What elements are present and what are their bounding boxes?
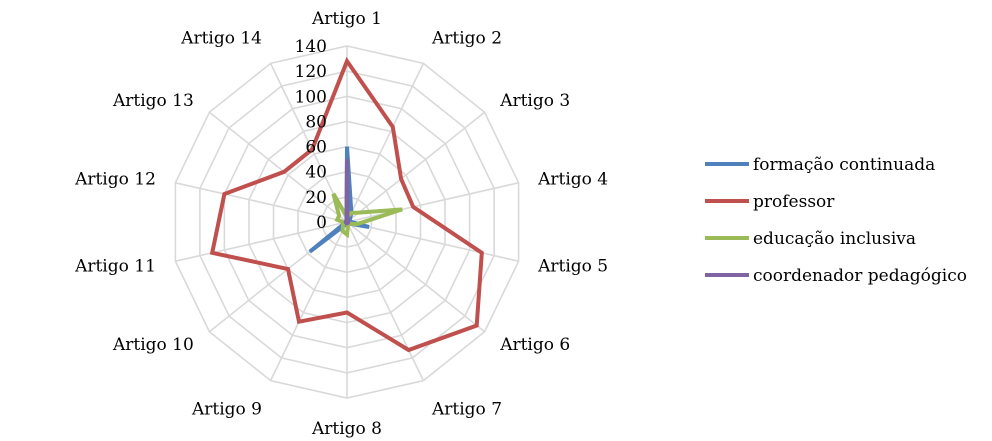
category-label-4: Artigo 4 [537, 169, 608, 189]
legend-label-2: professor [753, 192, 835, 212]
tick-label-1: 20 [305, 188, 327, 208]
category-labels: Artigo 1 Artigo 2 Artigo 3 Artigo 4 Artigo 5… [74, 9, 608, 439]
tick-label-5: 100 [295, 87, 327, 107]
tick-label-0: 0 [316, 213, 327, 233]
tick-label-6: 120 [295, 62, 327, 82]
category-label-12: Artigo 12 [74, 169, 156, 189]
series-line-3 [331, 192, 403, 239]
tick-label-7: 140 [295, 37, 327, 57]
legend-label-3: educação inclusiva [753, 229, 916, 249]
category-label-9: Artigo 9 [191, 400, 262, 420]
grid-spoke-4 [346, 182, 519, 223]
category-label-10: Artigo 10 [112, 335, 194, 355]
tick-label-4: 80 [305, 112, 327, 132]
legend: formação continuada professor educação inc… [705, 155, 967, 286]
grid-spoke-9 [269, 221, 348, 381]
category-label-14: Artigo 14 [180, 28, 262, 48]
grid-spoke-2 [346, 63, 425, 223]
radar-grid [174, 45, 520, 399]
grid-spoke-12 [175, 182, 348, 223]
legend-label-1: formação continuada [753, 155, 935, 175]
category-label-3: Artigo 3 [499, 91, 570, 111]
category-label-7: Artigo 7 [431, 400, 502, 420]
tick-label-3: 60 [305, 138, 327, 158]
category-label-11: Artigo 11 [74, 257, 156, 277]
grid-spoke-13 [208, 111, 348, 223]
grid-spoke-11 [175, 221, 348, 262]
tick-label-2: 40 [305, 163, 327, 183]
category-label-6: Artigo 6 [499, 335, 570, 355]
series-line-4 [343, 159, 351, 226]
legend-label-4: coordenador pedagógico [753, 266, 967, 286]
grid-spoke-7 [346, 221, 425, 381]
radar-series [209, 56, 484, 353]
grid-spoke-5 [346, 221, 519, 262]
category-label-5: Artigo 5 [537, 257, 608, 277]
series-line-2 [209, 56, 484, 353]
radial-axis-ticks: 0 20 40 60 80 100 120 140 [295, 37, 327, 233]
category-label-1: Artigo 1 [311, 9, 382, 29]
category-label-2: Artigo 2 [431, 28, 502, 48]
grid-spoke-3 [346, 111, 486, 223]
category-label-8: Artigo 8 [311, 419, 382, 439]
category-label-13: Artigo 13 [112, 91, 194, 111]
grid-spoke-6 [346, 221, 486, 333]
